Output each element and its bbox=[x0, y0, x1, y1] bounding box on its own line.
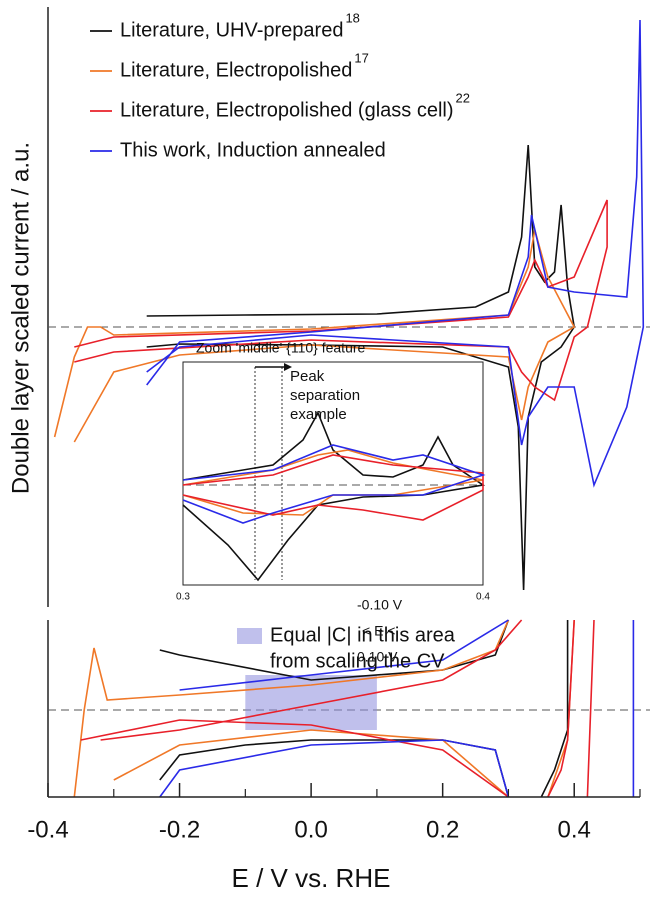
cv-curve bbox=[182, 454, 484, 521]
cv-curve bbox=[146, 19, 645, 488]
arrow-head bbox=[284, 363, 292, 371]
x-tick-label: 0.0 bbox=[294, 816, 327, 843]
annotation: example bbox=[290, 406, 347, 423]
legend-label: Literature, UHV-prepared bbox=[120, 19, 343, 41]
cv-curve bbox=[182, 411, 486, 582]
x-tick-label: 0.4 bbox=[558, 816, 591, 843]
cv-curve bbox=[53, 229, 576, 443]
legend-label: Literature, Electropolished bbox=[120, 59, 352, 81]
inset-title: Zoom 'middle' {110} feature bbox=[196, 340, 366, 356]
annotation: separation bbox=[290, 387, 360, 404]
x-axis-label: E / V vs. RHE bbox=[232, 863, 391, 893]
inset-frame bbox=[182, 361, 484, 586]
x-tick-label: -0.4 bbox=[27, 816, 68, 843]
legend-reference: 22 bbox=[456, 90, 470, 105]
annotation: -0.10 V bbox=[357, 597, 403, 613]
cv-curve bbox=[159, 619, 635, 798]
x-tick-label: -0.2 bbox=[159, 816, 200, 843]
cv-curve bbox=[182, 444, 486, 524]
x-tick-label: 0.3 bbox=[176, 592, 190, 603]
y-axis-label: Double layer scaled current / a.u. bbox=[7, 142, 34, 494]
legend-label: This work, Induction annealed bbox=[120, 139, 386, 161]
cv-curve bbox=[146, 144, 576, 591]
annotation: Peak bbox=[290, 368, 325, 385]
annotation: < E < bbox=[362, 623, 395, 639]
legend-swatch bbox=[237, 628, 262, 644]
legend-label: Literature, Electropolished (glass cell) bbox=[120, 99, 454, 121]
annotation: 0.10 V bbox=[357, 649, 398, 665]
x-tick-label: 0.2 bbox=[426, 816, 459, 843]
legend-reference: 17 bbox=[354, 50, 368, 65]
annotation: from scaling the CV bbox=[270, 650, 445, 672]
cv-curve bbox=[80, 619, 595, 798]
shaded-area bbox=[245, 675, 377, 730]
legend-reference: 18 bbox=[345, 10, 359, 25]
x-tick-label: 0.4 bbox=[476, 592, 490, 603]
annotation: Equal |C| in this area bbox=[270, 624, 456, 646]
